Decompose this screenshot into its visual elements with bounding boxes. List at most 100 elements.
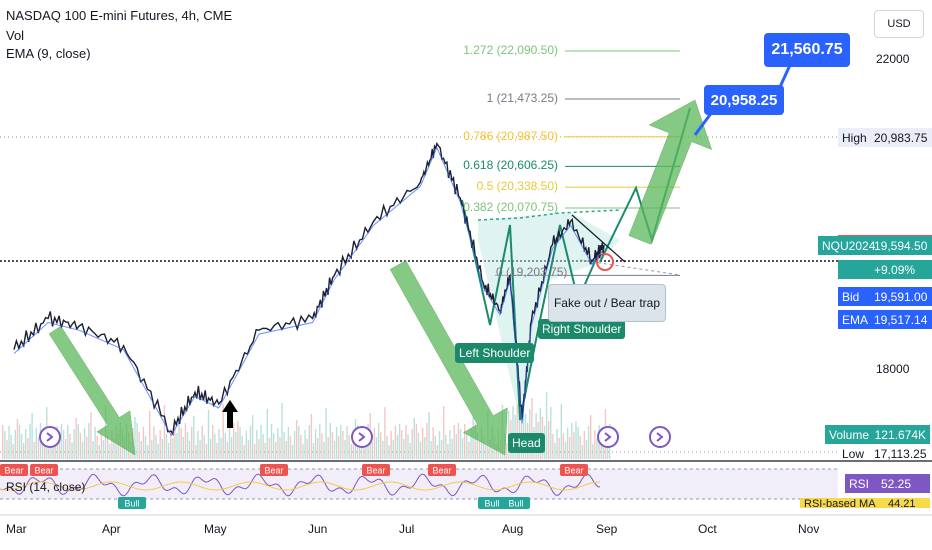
- volume-bar: [417, 433, 420, 459]
- rsi-signal-bg: [502, 497, 530, 509]
- volume-bar: [75, 418, 77, 459]
- volume-bar: [270, 424, 273, 459]
- volume-bar: [37, 437, 40, 459]
- fib-label: 1 (21,473.25): [486, 90, 558, 105]
- volume-bar: [144, 436, 147, 459]
- volume-bar: [20, 434, 23, 459]
- volume-bar: [304, 430, 306, 459]
- month-label: Nov: [798, 522, 820, 536]
- volume-bar: [411, 429, 413, 459]
- volume-bar: [283, 432, 285, 459]
- volume-bar: [35, 428, 37, 459]
- volume-bar: [237, 421, 239, 459]
- volume-bar: [60, 424, 63, 459]
- volume-bar: [258, 439, 260, 459]
- volume-bar: [71, 443, 73, 459]
- volume-bar: [552, 434, 554, 459]
- volume-bar: [333, 441, 336, 459]
- volume-bar: [18, 425, 21, 459]
- volume-bar: [361, 443, 363, 459]
- rsi-signal-bear: Bear: [560, 464, 588, 476]
- volume-bar: [386, 436, 388, 459]
- volume-bar: [314, 429, 317, 459]
- volume-bar: [434, 436, 436, 459]
- volume-bar: [193, 416, 195, 459]
- volume-bar: [207, 410, 210, 459]
- fib-label: 0.786 (20,987.50): [463, 128, 558, 143]
- chart-title[interactable]: NASDAQ 100 E-mini Futures, 4h, CME: [6, 8, 233, 23]
- volume-bar: [398, 424, 401, 459]
- rsi-indicator-label[interactable]: RSI (14, close): [6, 480, 86, 494]
- volume-indicator-label[interactable]: Vol: [6, 28, 25, 43]
- volume-bar: [256, 430, 258, 459]
- volume-bar: [319, 424, 321, 459]
- volume-bar: [485, 445, 487, 459]
- volume-bar: [426, 423, 428, 459]
- volume-bar: [302, 444, 304, 459]
- volume-bar: [447, 444, 449, 459]
- volume-bar: [157, 444, 159, 459]
- price-tag-value: 19,517.14: [874, 312, 928, 327]
- volume-bar: [440, 440, 443, 459]
- price-tag-nqu2024: NQU2024 19,594.50: [818, 236, 932, 256]
- price-tag-value: 19,591.00: [874, 289, 928, 304]
- volume-bar: [564, 442, 567, 459]
- volume-bar: [277, 428, 279, 459]
- volume-bar: [531, 398, 533, 459]
- volume-bar: [560, 404, 562, 459]
- volume-bar: [298, 426, 300, 459]
- volume-bar: [65, 439, 67, 459]
- volume-bar: [178, 422, 180, 459]
- pattern-zone: [478, 212, 620, 420]
- price-tag-value: 19,594.50: [874, 238, 928, 253]
- volume-bar: [506, 443, 508, 459]
- volume-bar: [522, 405, 525, 459]
- volume-bar: [239, 427, 241, 459]
- rsi-line: [0, 473, 601, 497]
- rsi-signal-bull: Bull: [478, 497, 506, 509]
- volume-bar: [422, 428, 424, 459]
- volume-bar: [346, 426, 348, 459]
- volume-bar: [590, 415, 592, 459]
- price-tag-label: Bid: [842, 289, 860, 304]
- volume-bar: [279, 437, 281, 459]
- fib-label: 0.5 (20,338.50): [476, 179, 558, 194]
- volume-bar: [149, 411, 151, 459]
- volume-bar: [285, 441, 287, 459]
- price-tag-change: +9.09%: [838, 260, 932, 279]
- rsi-band: [0, 469, 838, 499]
- volume-bar: [218, 429, 220, 459]
- volume-bar: [323, 442, 325, 459]
- currency-selector[interactable]: USD: [874, 10, 924, 38]
- volume-bar: [212, 425, 214, 459]
- bear-trap-circle: [596, 253, 614, 271]
- rsi-signal-text: Bear: [564, 466, 583, 476]
- volume-bar: [380, 432, 382, 459]
- volume-bar: [566, 428, 569, 459]
- rsi-ma-tag: RSI-based MA 44.21: [800, 498, 930, 508]
- volume-bar: [470, 428, 472, 459]
- price-tag-label: High: [842, 130, 867, 145]
- chart-background: [0, 136, 932, 516]
- volume-bar: [199, 440, 201, 459]
- rsi-signal-bear: Bear: [362, 464, 390, 476]
- volume-bar: [596, 439, 598, 459]
- volume-bar: [403, 439, 405, 459]
- volume-bar: [489, 440, 491, 459]
- volume-bar: [182, 437, 184, 459]
- volume-bar: [260, 425, 262, 459]
- volume-bar: [340, 425, 342, 459]
- volume-bar: [138, 432, 140, 459]
- fib-label: 0.618 (20,606.25): [463, 158, 558, 173]
- volume-bar: [220, 438, 222, 459]
- volume-bar: [554, 443, 556, 459]
- volume-tag-value: 121.674K: [874, 427, 926, 442]
- volume-bar: [392, 440, 394, 459]
- volume-bar: [390, 431, 392, 459]
- ema-indicator-label[interactable]: EMA (9, close): [6, 46, 91, 61]
- volume-bar: [312, 443, 315, 459]
- volume-bar: [443, 406, 445, 459]
- volume-bar: [407, 434, 409, 459]
- volume-bar: [430, 441, 432, 459]
